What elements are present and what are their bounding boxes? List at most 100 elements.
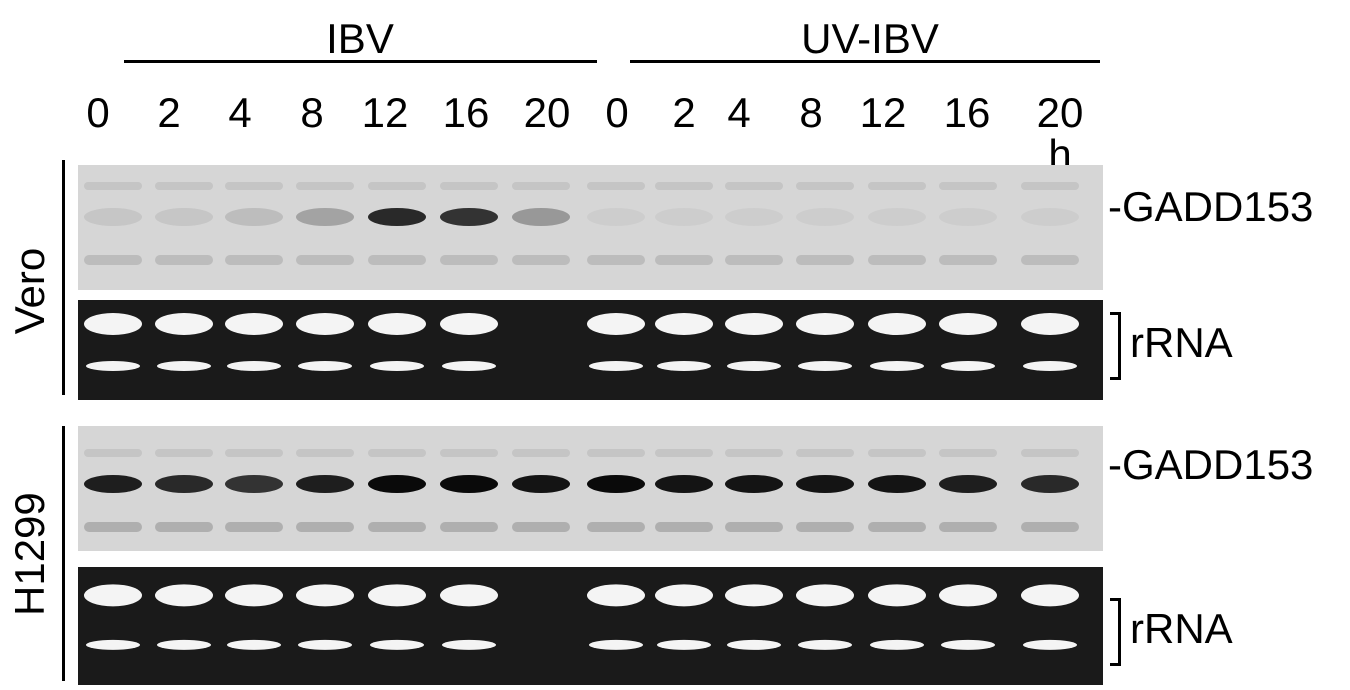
vero-rrna-bracket xyxy=(1110,312,1121,380)
vero-gadd-lane-12 xyxy=(939,182,997,265)
vero-gadd-lane-6 xyxy=(512,182,570,265)
vero-rrna-lane-2 xyxy=(225,313,283,371)
timepoint-12: 16 xyxy=(943,89,991,136)
h1299-rrna-gel xyxy=(78,567,1103,685)
vero-gadd-band-13 xyxy=(1021,208,1079,226)
vero-gadd-band-7 xyxy=(587,208,645,226)
vero-gadd-lane-7 xyxy=(587,182,645,265)
h1299-rrna-28s-band-11 xyxy=(868,584,926,607)
h1299-rrna-18s-band-2 xyxy=(227,639,281,650)
vero-rrna-18s-band-10 xyxy=(798,361,852,371)
h1299-rrna-lane-13 xyxy=(1021,584,1079,650)
h1299-rrna-lane-1 xyxy=(155,584,213,650)
vero-rrna-label: rRNA xyxy=(1130,319,1233,366)
vero-rrna-lane-5 xyxy=(440,313,498,371)
vero-rrna-bg xyxy=(78,300,1103,400)
h1299-rrna-lane-11 xyxy=(868,584,926,650)
vero-rrna-18s-band-1 xyxy=(157,361,211,371)
h1299-rrna-lane-3 xyxy=(296,584,354,650)
h1299-rrna-18s-band-10 xyxy=(798,639,852,650)
group-line-uv-ibv xyxy=(630,60,1100,63)
h1299-rrna-28s-band-10 xyxy=(796,584,854,607)
group-label-uv-ibv: UV-IBV xyxy=(801,15,939,62)
h1299-rrna-18s-band-11 xyxy=(870,639,924,650)
vero-rrna-18s-band-7 xyxy=(589,361,643,371)
vero-gadd-lane-0 xyxy=(84,182,142,265)
h1299-gadd-lane-10 xyxy=(796,449,854,532)
h1299-gadd153-blot xyxy=(78,426,1103,551)
vero-rrna-28s-band-12 xyxy=(939,313,997,335)
h1299-rrna-lane-5 xyxy=(440,584,498,650)
h1299-rrna-18s-band-9 xyxy=(727,639,781,650)
h1299-gadd-band-6 xyxy=(512,475,570,493)
group-label-ibv: IBV xyxy=(326,15,394,62)
cell-line-label-vero: Vero xyxy=(6,247,53,335)
h1299-gadd-band-10 xyxy=(796,475,854,493)
h1299-gadd-lane-4 xyxy=(368,449,426,532)
h1299-gadd-band-7 xyxy=(587,475,645,493)
h1299-gadd-band-8 xyxy=(655,475,713,493)
h1299-gadd-band-12 xyxy=(939,475,997,493)
vero-gadd-band-6 xyxy=(512,208,570,226)
vero-gadd-band-11 xyxy=(868,208,926,226)
vero-gadd-lane-1 xyxy=(155,182,213,265)
timepoint-3: 8 xyxy=(300,89,324,136)
h1299-rrna-28s-band-8 xyxy=(655,584,713,607)
h1299-gadd-lane-9 xyxy=(725,449,783,532)
vero-rrna-28s-band-11 xyxy=(868,313,926,335)
vero-gadd-band-8 xyxy=(655,208,713,226)
h1299-rrna-lane-10 xyxy=(796,584,854,650)
vero-rrna-28s-band-4 xyxy=(368,313,426,335)
h1299-gadd153-label: -GADD153 xyxy=(1108,441,1314,488)
timepoint-7: 0 xyxy=(605,89,629,136)
vero-rrna-gel xyxy=(78,300,1103,400)
vero-gadd153-label: -GADD153 xyxy=(1108,183,1314,230)
vero-gadd-lane-11 xyxy=(868,182,926,265)
vero-rrna-18s-band-3 xyxy=(298,361,352,371)
vero-gadd-band-0 xyxy=(84,208,142,226)
h1299-rrna-bg xyxy=(78,567,1103,685)
vero-gadd-lane-13 xyxy=(1021,182,1079,265)
h1299-rrna-18s-band-0 xyxy=(86,639,140,650)
vero-rrna-18s-band-11 xyxy=(870,361,924,371)
h1299-rrna-18s-band-7 xyxy=(589,639,643,650)
h1299-gadd-lane-2 xyxy=(225,449,283,532)
vero-gadd-band-9 xyxy=(725,208,783,226)
h1299-gadd-lane-11 xyxy=(868,449,926,532)
vero-gadd-lane-9 xyxy=(725,182,783,265)
h1299-rrna-28s-band-3 xyxy=(296,584,354,607)
vero-gadd-lane-3 xyxy=(296,182,354,265)
h1299-gadd-band-3 xyxy=(296,475,354,493)
h1299-rrna-lane-7 xyxy=(587,584,645,650)
h1299-gadd-lane-8 xyxy=(655,449,713,532)
h1299-rrna-28s-band-7 xyxy=(587,584,645,607)
h1299-gadd-band-5 xyxy=(440,475,498,493)
vero-rrna-lane-11 xyxy=(868,313,926,371)
vero-rrna-28s-band-2 xyxy=(225,313,283,335)
h1299-gadd-band-9 xyxy=(725,475,783,493)
timepoint-10: 8 xyxy=(799,89,823,136)
vero-rrna-lane-4 xyxy=(368,313,426,371)
vero-gadd-band-3 xyxy=(296,208,354,226)
h1299-rrna-28s-band-1 xyxy=(155,584,213,607)
vero-rrna-28s-band-0 xyxy=(84,313,142,335)
group-line-ibv xyxy=(124,60,597,63)
timepoint-8: 2 xyxy=(672,89,696,136)
vero-rrna-lane-1 xyxy=(155,313,213,371)
h1299-gadd-band-0 xyxy=(84,475,142,493)
vero-gadd-band-10 xyxy=(796,208,854,226)
h1299-gadd-lane-5 xyxy=(440,449,498,532)
timepoint-2: 4 xyxy=(228,89,252,136)
timepoint-0: 0 xyxy=(86,89,110,136)
vero-gadd-band-12 xyxy=(939,208,997,226)
h1299-gadd-band-1 xyxy=(155,475,213,493)
h1299-rrna-18s-band-1 xyxy=(157,639,211,650)
h1299-gadd-band-13 xyxy=(1021,475,1079,493)
timepoint-13: 20 h xyxy=(1036,89,1084,178)
h1299-bracket-line xyxy=(62,426,65,681)
timepoint-11: 12 xyxy=(859,89,907,136)
vero-rrna-18s-band-4 xyxy=(370,361,424,371)
vero-rrna-28s-band-13 xyxy=(1021,313,1079,335)
h1299-gadd-band-11 xyxy=(868,475,926,493)
h1299-rrna-18s-band-3 xyxy=(298,639,352,650)
